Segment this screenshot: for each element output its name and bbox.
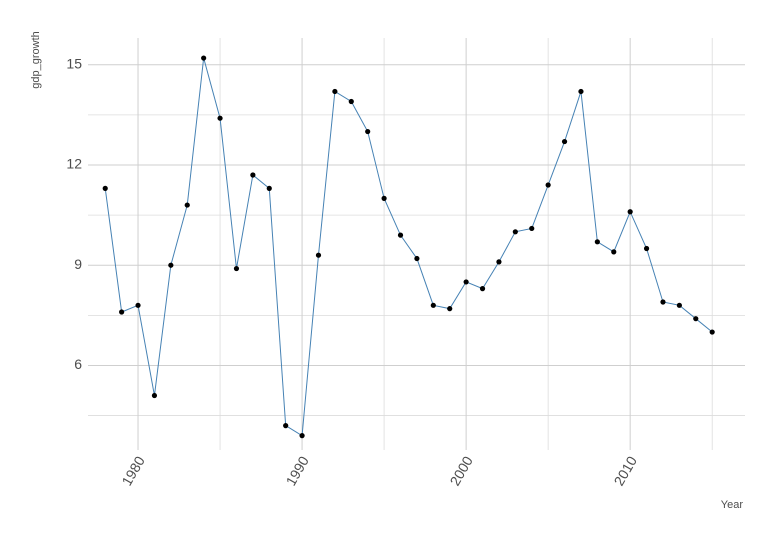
point — [184, 202, 190, 208]
point — [447, 306, 453, 312]
point — [266, 185, 272, 191]
line — [104, 57, 713, 437]
point — [463, 279, 469, 285]
point — [250, 172, 256, 178]
point — [151, 392, 158, 399]
point — [545, 182, 551, 188]
y-tick-label: 15 — [66, 55, 82, 71]
point — [693, 316, 699, 322]
point — [578, 88, 584, 95]
point — [643, 245, 650, 252]
point — [414, 255, 420, 262]
point — [709, 329, 715, 335]
point — [561, 138, 568, 145]
point — [365, 128, 371, 135]
point — [479, 286, 486, 292]
x-tick-label: 2010 — [611, 453, 641, 488]
point — [430, 302, 436, 308]
point — [201, 55, 207, 61]
point — [233, 265, 240, 272]
point — [168, 262, 174, 268]
point — [594, 239, 600, 245]
point — [283, 423, 289, 429]
point — [348, 98, 354, 105]
x-tick-label: 1980 — [118, 453, 148, 488]
point — [627, 209, 633, 215]
x-tick-label: 2000 — [446, 453, 476, 488]
point — [381, 195, 387, 201]
point — [299, 433, 305, 439]
point — [611, 249, 617, 255]
point — [332, 88, 338, 95]
point — [102, 185, 108, 191]
point — [397, 232, 404, 238]
point — [512, 229, 518, 235]
point — [315, 252, 322, 258]
point — [217, 115, 223, 121]
point — [529, 225, 535, 232]
x-axis-title: Year — [721, 499, 744, 511]
point — [119, 309, 125, 315]
point — [660, 299, 666, 305]
point — [676, 302, 682, 308]
y-tick-label: 12 — [66, 156, 82, 172]
y-tick-label: 9 — [74, 256, 82, 272]
point — [135, 302, 141, 308]
x-tick-label: 1990 — [282, 453, 312, 488]
point — [496, 259, 502, 265]
y-tick-label: 6 — [74, 356, 82, 372]
y-axis-title: gdp_growth — [30, 31, 42, 89]
